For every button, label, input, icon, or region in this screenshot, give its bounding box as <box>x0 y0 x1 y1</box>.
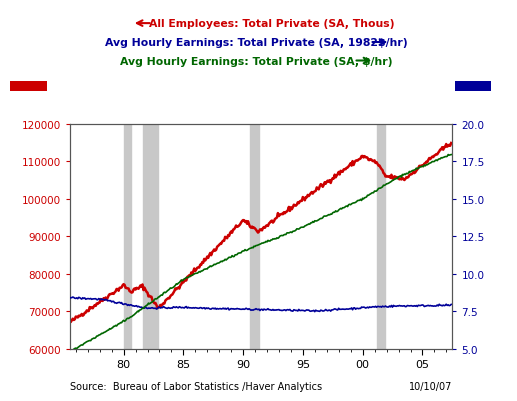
Text: All Employees: Total Private (SA, Thous): All Employees: Total Private (SA, Thous) <box>149 19 394 29</box>
Bar <box>250 124 258 349</box>
Text: Source:  Bureau of Labor Statistics /Haver Analytics: Source: Bureau of Labor Statistics /Have… <box>70 381 322 391</box>
Text: Avg Hourly Earnings: Total Private (SA, $/hr): Avg Hourly Earnings: Total Private (SA, … <box>119 57 392 66</box>
FancyBboxPatch shape <box>10 82 47 92</box>
Text: 10/10/07: 10/10/07 <box>409 381 452 391</box>
FancyBboxPatch shape <box>455 82 491 92</box>
Bar <box>143 124 158 349</box>
Bar <box>124 124 131 349</box>
Bar <box>377 124 386 349</box>
Text: Avg Hourly Earnings: Total Private (SA, 1982$/hr): Avg Hourly Earnings: Total Private (SA, … <box>104 38 407 48</box>
